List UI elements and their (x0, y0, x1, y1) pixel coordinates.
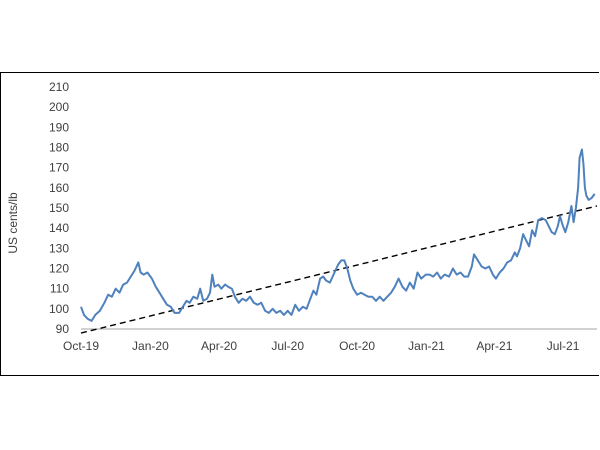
x-tick-label: Oct-19 (63, 339, 99, 353)
y-tick-label: 100 (49, 302, 69, 316)
y-axis-label: US cents/lb (6, 192, 20, 254)
y-tick-label: 180 (49, 141, 69, 155)
y-tick-label: 140 (49, 221, 69, 235)
x-tick-label: Apr-20 (201, 339, 237, 353)
y-tick-label: 120 (49, 262, 69, 276)
y-tick-label: 110 (50, 282, 69, 296)
chart-frame: 90 100 110 120 130 140 150 160 170 180 190 200 210 O… (0, 72, 599, 376)
trend-line (80, 205, 598, 334)
x-axis-ticks: Oct-19 Jan-20 Apr-20 Jul-20 Oct-20 Jan-21 Apr-… (63, 339, 580, 353)
y-tick-label: 90 (56, 322, 70, 336)
y-tick-label: 210 (49, 80, 69, 94)
y-tick-label: 130 (49, 241, 69, 255)
y-axis-ticks: 90 100 110 120 130 140 150 160 170 180 190 200 210 (49, 80, 69, 336)
x-tick-label: Apr-21 (476, 339, 512, 353)
x-tick-label: Oct-20 (339, 339, 375, 353)
x-tick-label: Jul-21 (547, 339, 580, 353)
x-tick-label: Jan-21 (408, 339, 445, 353)
y-tick-label: 190 (49, 120, 69, 134)
x-tick-label: Jan-20 (132, 339, 169, 353)
price-series-line (80, 148, 596, 322)
y-tick-label: 150 (49, 201, 69, 215)
x-tick-label: Jul-20 (271, 339, 304, 353)
y-tick-label: 170 (49, 161, 69, 175)
line-chart: 90 100 110 120 130 140 150 160 170 180 190 200 210 O… (6, 80, 598, 353)
y-tick-label: 160 (49, 181, 69, 195)
y-tick-label: 200 (49, 100, 69, 114)
